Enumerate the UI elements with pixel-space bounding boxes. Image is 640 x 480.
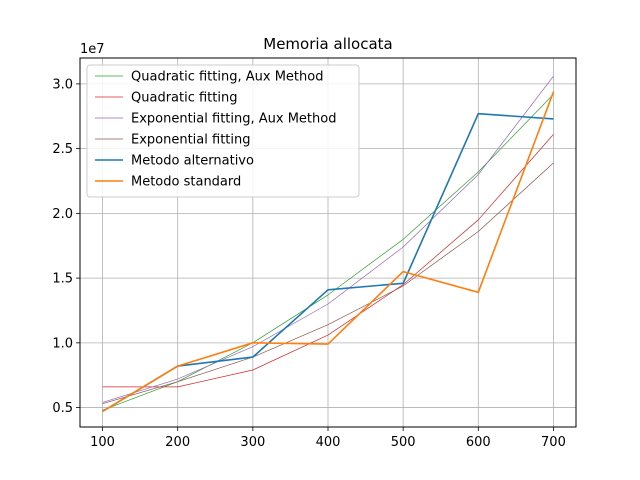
x-tick-label: 300 bbox=[240, 435, 265, 450]
legend-label: Quadratic fitting, Aux Method bbox=[131, 70, 323, 85]
legend-label: Metodo alternativo bbox=[131, 154, 254, 169]
y-offset-label: 1e7 bbox=[80, 42, 105, 57]
legend-label: Exponential fitting, Aux Method bbox=[131, 112, 336, 127]
series-line-5 bbox=[102, 91, 555, 413]
y-tick-label: 2.5 bbox=[52, 142, 73, 157]
legend-label: Metodo standard bbox=[131, 175, 241, 190]
legend-label: Quadratic fitting bbox=[131, 91, 237, 106]
y-tick-label: 1.0 bbox=[52, 336, 73, 351]
legend: Quadratic fitting, Aux Method Quadratic f… bbox=[86, 64, 360, 198]
x-tick-label: 700 bbox=[541, 435, 566, 450]
series-line-2 bbox=[102, 75, 554, 403]
legend-box bbox=[86, 64, 360, 198]
x-tick-label: 500 bbox=[391, 435, 416, 450]
series-line-1 bbox=[102, 134, 554, 388]
y-tick-label: 0.5 bbox=[52, 401, 73, 416]
x-tick-label: 400 bbox=[316, 435, 341, 450]
x-tick-label: 100 bbox=[90, 435, 115, 450]
x-tick-label: 200 bbox=[165, 435, 190, 450]
chart-title: Memoria allocata bbox=[263, 35, 392, 53]
legend-label: Exponential fitting bbox=[131, 133, 251, 148]
y-tick-label: 3.0 bbox=[52, 77, 73, 92]
axis-ticks: 100 200 300 400 500 600 700 0.5 1.0 1.5 2.0 2.5 3.0 bbox=[52, 77, 566, 450]
series-lines bbox=[102, 75, 555, 413]
x-tick-label: 600 bbox=[466, 435, 491, 450]
series-line-3 bbox=[102, 162, 554, 405]
y-tick-label: 1.5 bbox=[52, 272, 73, 287]
y-tick-label: 2.0 bbox=[52, 207, 73, 222]
